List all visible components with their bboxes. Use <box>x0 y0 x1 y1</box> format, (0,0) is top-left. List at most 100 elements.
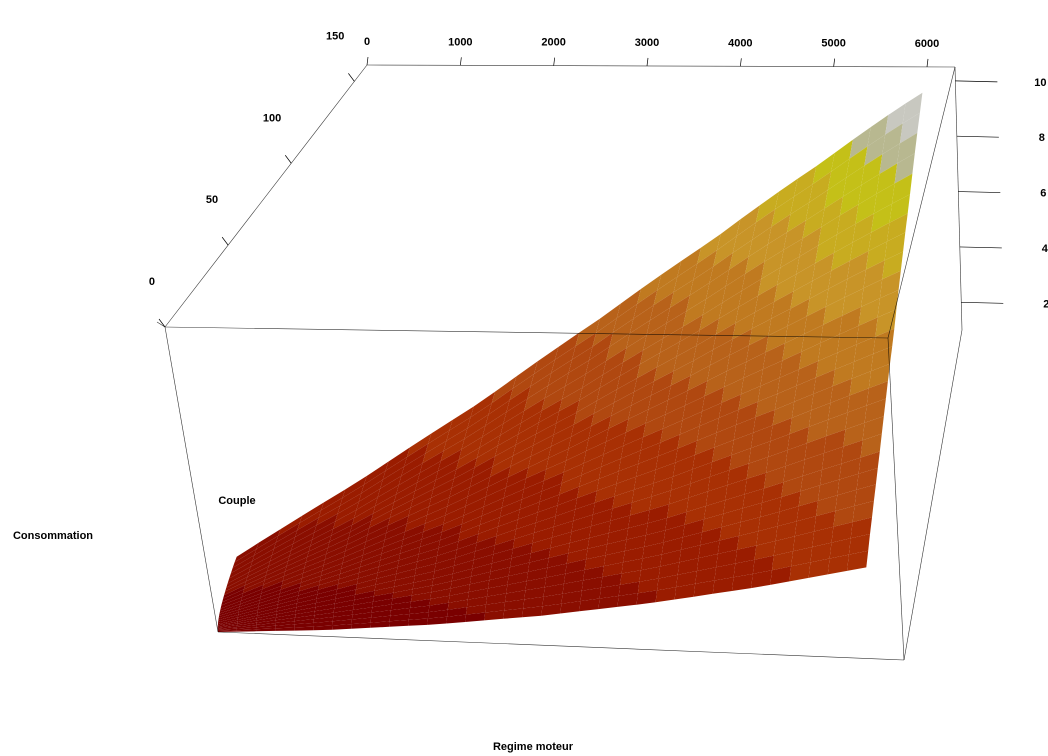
surface-cell <box>733 559 755 578</box>
surface-cell <box>696 553 718 571</box>
surface-cell <box>640 554 662 571</box>
surface-cell <box>340 484 364 506</box>
surface-cell <box>823 297 845 325</box>
surface-cell <box>613 304 638 333</box>
surface-cell <box>842 288 864 316</box>
surface-cell <box>496 519 518 536</box>
surface-cell <box>887 213 908 242</box>
surface-cell <box>721 508 743 528</box>
x-tick-mark <box>833 58 836 67</box>
surface-cell <box>485 477 509 497</box>
surface-cell <box>220 600 241 612</box>
surface-cell <box>782 334 805 361</box>
surface-cell <box>560 601 581 614</box>
surface-cell <box>729 239 753 270</box>
surface-cell <box>261 581 283 594</box>
surface-cell <box>705 485 728 506</box>
surface-cell <box>760 497 782 518</box>
surface-cell <box>589 520 611 538</box>
surface-cell <box>295 607 316 615</box>
surface-cell <box>364 532 387 549</box>
surface-cell <box>726 345 749 372</box>
surface-cell <box>658 562 680 579</box>
surface-cell <box>767 214 791 245</box>
surface-cell <box>775 521 797 541</box>
surface-cell <box>395 568 416 581</box>
surface-cell <box>276 607 297 615</box>
surface-cell <box>241 584 264 598</box>
surface-cell <box>275 627 295 631</box>
surface-cell <box>317 584 338 595</box>
surface-cell <box>794 516 816 537</box>
surface-cell <box>653 356 677 382</box>
z-tick-label: 6 <box>1040 188 1046 200</box>
surface-cell <box>285 557 308 572</box>
surface-cell <box>518 410 542 435</box>
surface-cell <box>530 537 552 554</box>
surface-cell <box>427 497 450 516</box>
surface-cell <box>682 299 707 327</box>
surface-cell <box>626 523 648 540</box>
surface-cell <box>367 517 390 535</box>
surface-cell <box>606 419 629 442</box>
surface-cell <box>404 443 429 467</box>
surface-cell <box>267 556 290 572</box>
surface-cell <box>400 539 422 554</box>
surface-cell <box>411 585 433 596</box>
surface-cell <box>738 386 761 410</box>
surface-cell <box>588 415 612 439</box>
surface-cell <box>852 213 874 243</box>
y-tick-label: 0 <box>149 276 155 288</box>
surface-cell <box>445 496 468 516</box>
x-tick-mark <box>366 56 369 66</box>
surface-cell <box>673 263 698 293</box>
surface-cell <box>440 438 465 462</box>
surface-cell <box>343 541 366 558</box>
surface-cell <box>313 625 333 631</box>
surface-cell <box>232 549 257 568</box>
surface-cell <box>506 386 531 412</box>
surface-cell <box>693 580 715 597</box>
surface-cell <box>670 279 694 308</box>
surface-cell <box>461 425 486 450</box>
surface-cell <box>697 417 719 441</box>
surface-cell <box>237 612 258 620</box>
surface-cell <box>220 597 242 609</box>
surface-cell <box>594 483 617 503</box>
surface-cell <box>495 434 519 457</box>
surface-cell <box>324 544 347 560</box>
surface-cell <box>743 352 766 378</box>
surface-cell <box>561 463 584 484</box>
surface-cell <box>548 543 570 558</box>
surface-cell <box>585 346 610 375</box>
surface-cell <box>764 466 786 489</box>
surface-cell <box>727 463 749 486</box>
surface-cell <box>276 603 297 612</box>
surface-cell <box>519 491 542 510</box>
surface-cell <box>713 323 736 350</box>
surface-cell <box>218 612 239 621</box>
surface-cell <box>514 522 536 539</box>
surface-cell <box>314 513 338 533</box>
surface-cell <box>358 479 383 502</box>
surface-cell <box>835 344 857 370</box>
box-edge <box>366 64 956 68</box>
surface-cell <box>799 342 821 370</box>
surface-cell <box>674 583 696 600</box>
surface-cell <box>475 536 497 552</box>
surface-cell <box>304 553 327 568</box>
surface-cell <box>410 592 432 602</box>
box-edge <box>887 66 956 339</box>
surface-cell <box>660 549 681 567</box>
surface-cell <box>342 548 365 564</box>
surface-cell <box>849 127 871 159</box>
surface-cell <box>709 455 732 477</box>
surface-cell <box>634 469 656 490</box>
surface-cell <box>790 281 813 309</box>
surface-cell <box>300 575 322 588</box>
surface-cell <box>217 619 238 626</box>
surface-cell <box>733 417 756 440</box>
z-tick-label: 10 <box>1034 77 1046 89</box>
surface-cell <box>246 566 269 582</box>
surface-cell <box>219 606 240 616</box>
